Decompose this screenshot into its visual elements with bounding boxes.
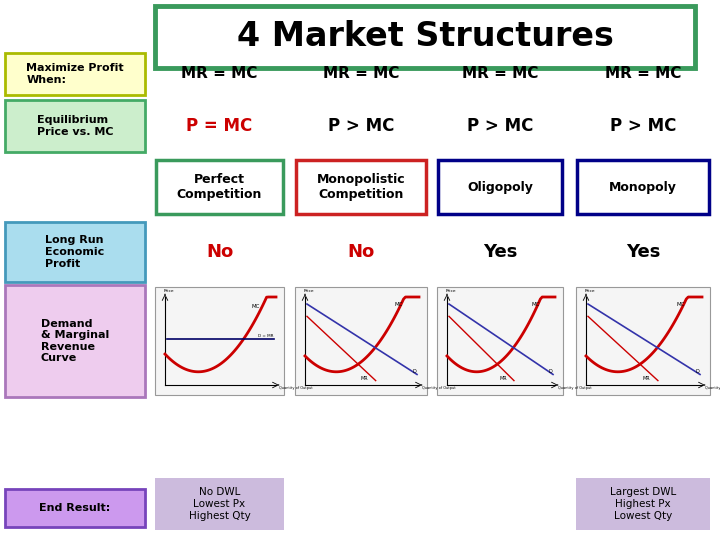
Text: Quantity of Output: Quantity of Output [422,386,456,390]
Text: MC: MC [677,302,685,307]
Text: MC: MC [531,302,540,307]
Bar [295,287,427,395]
Text: D = MR: D = MR [258,334,273,338]
Text: Price: Price [164,289,175,293]
Text: P > MC: P > MC [467,117,534,135]
Text: Price: Price [446,289,456,293]
Text: P > MC: P > MC [328,117,394,135]
Text: Monopolistic
Competition: Monopolistic Competition [317,173,405,201]
Text: MR: MR [642,376,650,381]
Text: 4 Market Structures: 4 Market Structures [237,21,613,53]
Text: Largest DWL
Highest Px
Lowest Qty: Largest DWL Highest Px Lowest Qty [610,488,676,521]
Text: Price: Price [304,289,315,293]
Text: D: D [548,369,552,374]
Text: MC: MC [252,303,260,308]
Text: MC: MC [395,302,402,307]
Bar [156,160,283,214]
Bar [5,285,145,397]
Text: No: No [206,243,233,261]
Text: MR = MC: MR = MC [323,66,399,82]
Text: P > MC: P > MC [610,117,676,135]
Text: MR = MC: MR = MC [181,66,258,82]
Text: No DWL
Lowest Px
Highest Qty: No DWL Lowest Px Highest Qty [189,488,251,521]
Text: D: D [696,369,699,374]
Text: P = MC: P = MC [186,117,253,135]
Text: Yes: Yes [626,243,660,261]
Text: End Result:: End Result: [40,503,111,513]
Text: MR: MR [500,376,507,381]
Text: Maximize Profit
When:: Maximize Profit When: [26,63,124,85]
Bar [155,478,284,530]
Text: Quantity of Output: Quantity of Output [558,386,592,390]
Text: MR = MC: MR = MC [462,66,538,82]
Text: D: D [413,369,416,374]
Text: MR: MR [361,376,368,381]
Bar [438,160,562,214]
Bar [5,53,145,95]
Bar [5,100,145,152]
Bar [576,287,710,395]
Bar [437,287,563,395]
Bar [577,160,709,214]
Bar [155,6,695,68]
Text: Monopoly: Monopoly [609,180,677,193]
Bar [5,222,145,282]
Text: Yes: Yes [483,243,517,261]
Bar [576,478,710,530]
Text: MR = MC: MR = MC [605,66,681,82]
Text: Oligopoly: Oligopoly [467,180,533,193]
Text: Quantity of Output: Quantity of Output [279,386,312,390]
Text: Demand
& Marginal
Revenue
Curve: Demand & Marginal Revenue Curve [41,319,109,363]
Text: Long Run
Economic
Profit: Long Run Economic Profit [45,235,104,268]
Bar [155,287,284,395]
Text: Equilibrium
Price vs. MC: Equilibrium Price vs. MC [37,115,113,137]
Text: Perfect
Competition: Perfect Competition [177,173,262,201]
Text: No: No [347,243,374,261]
Bar [5,489,145,527]
Bar [296,160,426,214]
Text: Price: Price [585,289,595,293]
Text: Quantity of Output: Quantity of Output [705,386,720,390]
